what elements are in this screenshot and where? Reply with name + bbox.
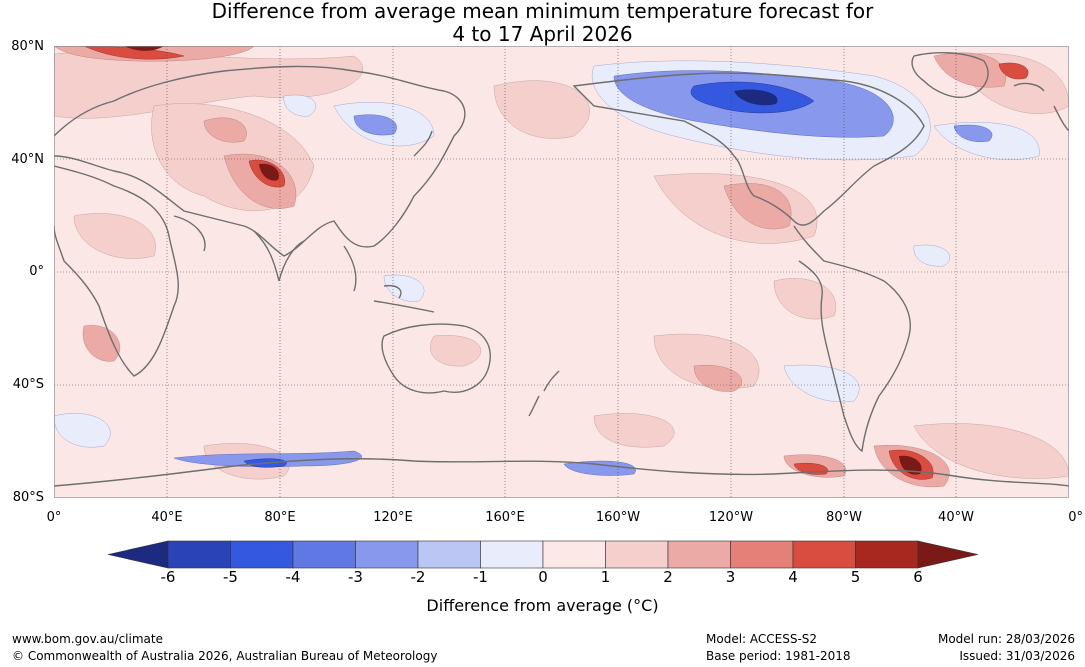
lon-label-0-left: 0° [46,510,62,525]
lat-label-80s: 80°S [12,490,44,505]
colorbar-tick-label: 3 [725,568,736,586]
coastlines [54,52,1069,487]
lon-label-40w: 40°W [938,510,974,525]
lon-label-120w: 120°W [708,510,754,525]
lon-label-80e: 80°E [264,510,296,525]
colorbar-segment [167,540,231,569]
lat-label-40s: 40°S [12,377,44,392]
colorbar-arrow-min [108,540,169,569]
colorbar-tick-label: -1 [473,568,488,586]
graticule [54,46,1069,498]
colorbar-tick-label: -3 [348,568,363,586]
extreme-cool-regions [734,89,778,106]
colorbar-segment [292,540,356,569]
colorbar-segment [605,540,669,569]
colorbar-segment [230,540,294,569]
footer-model-info: Model: ACCESS-S2 Base period: 1981-2018 [706,631,851,665]
lon-label-160e: 160°E [485,510,525,525]
lon-label-120e: 120°E [373,510,413,525]
colorbar-tick-label: 0 [538,568,548,586]
temperature-anomaly-map [54,46,1069,498]
colorbar-segment [542,540,606,569]
colorbar-segment [355,540,419,569]
map-border [54,46,1069,498]
colorbar-label: Difference from average (°C) [426,596,659,615]
lat-label-0: 0° [29,264,44,279]
colorbar-segment [730,540,794,569]
lon-label-160w: 160°W [595,510,641,525]
lon-label-40e: 40°E [151,510,183,525]
footer-model-run: Model run: 28/03/2026 [937,632,1075,646]
colorbar-tick-label: 1 [600,568,611,586]
colorbar-tick-label: 5 [850,568,861,586]
footer-url: www.bom.gov.au/climate [12,632,163,646]
colorbar-tick-label: 2 [663,568,673,586]
footer-base-period: Base period: 1981-2018 [706,649,851,663]
colorbar-segment [667,540,731,569]
lat-label-40n: 40°N [11,152,44,167]
footer-copyright: © Commonwealth of Australia 2026, Austra… [12,649,438,663]
colorbar-tick-label: 4 [788,568,798,586]
colorbar-segment [480,540,544,569]
colorbar [108,540,978,569]
title-line-1: Difference from average mean minimum tem… [211,0,874,23]
colorbar-segment [417,540,481,569]
colorbar-tick-label: 6 [913,568,923,586]
lat-label-80n: 80°N [11,39,44,54]
colorbar-segment [792,540,856,569]
colorbar-arrow-max [917,540,978,569]
footer-left: www.bom.gov.au/climate © Commonwealth of… [12,631,437,665]
lon-label-0-right: 0° [1068,510,1083,525]
colorbar-tick-label: -4 [285,568,301,586]
footer-dates: Model run: 28/03/2026 Issued: 31/03/2026 [938,631,1075,665]
footer-model: Model: ACCESS-S2 [706,632,818,646]
title-line-2: 4 to 17 April 2026 [452,22,633,46]
extreme-warm-regions [124,46,922,475]
colorbar-tick-label: -5 [223,568,238,586]
colorbar-segment [855,540,919,569]
colorbar-tick-label: -6 [160,568,176,586]
map-title: Difference from average mean minimum tem… [0,0,1085,46]
lon-label-80w: 80°W [826,510,862,525]
footer-issued: Issued: 31/03/2026 [959,649,1075,663]
colorbar-tick-label: -2 [410,568,426,586]
